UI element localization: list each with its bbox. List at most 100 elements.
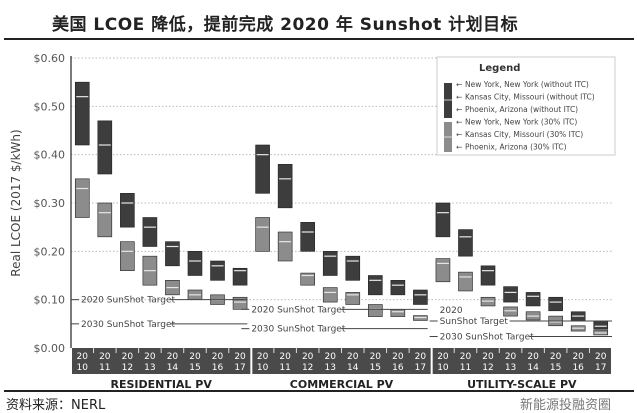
legend-arrow-icon: ← <box>456 130 462 139</box>
range-bar-without-itc <box>120 193 135 228</box>
year-label-century: 20 <box>505 352 517 362</box>
year-label-century: 20 <box>302 352 314 362</box>
range-bar-without-itc <box>142 217 158 247</box>
range-bar-with-itc <box>503 306 518 317</box>
source-note: 资料来源：NERL <box>6 398 106 413</box>
group-label: UTILITY-SCALE PV <box>467 378 577 391</box>
year-label-century: 20 <box>370 352 382 362</box>
range-bar-with-itc <box>368 304 383 317</box>
target-2020-label: 2020 SunShot Target <box>81 296 176 306</box>
footer-divider <box>4 390 634 392</box>
y-tick-label: $0.60 <box>34 52 66 65</box>
range-bar-without-itc <box>165 241 180 267</box>
year-label-decade: 12 <box>122 363 133 373</box>
legend-entry: New York, New York (30% ITC) <box>465 118 577 127</box>
year-label-century: 20 <box>347 352 359 362</box>
year-label-decade: 11 <box>460 363 471 373</box>
range-bar-without-itc <box>277 164 293 209</box>
legend-arrow-icon: ← <box>456 80 462 89</box>
year-label-decade: 15 <box>550 363 561 373</box>
target-2030-label: 2030 SunShot Target <box>251 325 346 335</box>
watermark: 新能源投融资圈 <box>520 398 612 413</box>
year-label-century: 20 <box>99 352 111 362</box>
y-tick-label: $0.40 <box>34 149 66 162</box>
year-label-decade: 11 <box>99 363 110 373</box>
range-bar-with-itc <box>97 202 113 238</box>
y-tick-label: $0.20 <box>34 245 66 258</box>
year-label-decade: 13 <box>144 363 155 373</box>
range-bar-with-itc <box>390 309 406 317</box>
target-2020-label: 2020 <box>440 306 463 316</box>
year-label-decade: 13 <box>505 363 516 373</box>
target-2020-label: SunShot Target <box>440 317 509 327</box>
range-bar-without-itc <box>503 286 518 303</box>
range-bar-with-itc <box>345 292 361 305</box>
group-label: COMMERCIAL PV <box>290 378 394 391</box>
year-label-century: 20 <box>167 352 179 362</box>
range-bar-with-itc <box>277 231 293 262</box>
year-label-decade: 15 <box>370 363 381 373</box>
legend-box <box>436 56 616 156</box>
legend-title: Legend <box>479 63 520 74</box>
legend-entry: Kansas City, Missouri (without ITC) <box>465 93 595 102</box>
year-label-decade: 10 <box>77 363 89 373</box>
range-bar-without-itc <box>232 267 248 286</box>
range-bar-without-itc <box>300 222 315 252</box>
target-2030-label: 2030 SunShot Target <box>81 320 176 330</box>
range-bar-without-itc <box>74 81 90 146</box>
year-label-decade: 12 <box>482 363 493 373</box>
year-label-decade: 14 <box>527 363 539 373</box>
range-bar-with-itc <box>458 271 473 292</box>
legend-entry: Phoenix, Arizona (30% ITC) <box>465 143 567 152</box>
range-bar-without-itc <box>458 229 473 257</box>
year-label-decade: 17 <box>415 363 426 373</box>
range-bar-without-itc <box>187 251 203 276</box>
year-label-century: 20 <box>460 352 472 362</box>
range-bar-without-itc <box>390 280 406 296</box>
year-label-decade: 14 <box>167 363 179 373</box>
legend-arrow-icon: ← <box>456 143 462 152</box>
legend-arrow-icon: ← <box>456 105 462 114</box>
range-bar-without-itc <box>480 265 496 286</box>
year-label-century: 20 <box>392 352 404 362</box>
range-bar-without-itc <box>255 144 270 194</box>
year-label-decade: 11 <box>279 363 290 373</box>
range-bar-without-itc <box>413 289 428 305</box>
range-bar-with-itc <box>74 178 90 218</box>
year-label-decade: 10 <box>437 363 449 373</box>
year-label-century: 20 <box>122 352 134 362</box>
year-label-century: 20 <box>572 352 584 362</box>
y-tick-label: $0.00 <box>34 342 66 355</box>
year-label-decade: 16 <box>212 363 224 373</box>
range-bar-without-itc <box>548 296 563 312</box>
year-label-century: 20 <box>234 352 246 362</box>
year-label-century: 20 <box>325 352 337 362</box>
legend-entry: Phoenix, Arizona (without ITC) <box>465 105 578 114</box>
y-axis-label: Real LCOE (2017 $/kWh) <box>9 129 23 276</box>
range-bar-with-itc <box>120 241 135 271</box>
range-bar-without-itc <box>322 251 338 276</box>
range-bar-without-itc <box>593 320 609 330</box>
legend-arrow-icon: ← <box>456 118 462 127</box>
year-label-decade: 17 <box>234 363 245 373</box>
year-label-decade: 17 <box>595 363 606 373</box>
year-label-century: 20 <box>189 352 201 362</box>
target-2030-label: 2030 SunShot Target <box>440 333 535 343</box>
year-label-century: 20 <box>550 352 562 362</box>
y-tick-label: $0.30 <box>34 197 66 210</box>
legend-arrow-icon: ← <box>456 93 462 102</box>
year-label-decade: 15 <box>189 363 200 373</box>
title-divider <box>4 38 634 40</box>
year-label-decade: 12 <box>302 363 313 373</box>
range-bar-without-itc <box>525 292 541 307</box>
range-bar-with-itc <box>300 272 315 286</box>
range-bar-with-itc <box>322 287 338 303</box>
year-label-century: 20 <box>212 352 224 362</box>
year-label-decade: 10 <box>257 363 269 373</box>
range-bar-without-itc <box>435 202 451 238</box>
range-bar-with-itc <box>232 296 248 310</box>
year-label-century: 20 <box>437 352 449 362</box>
y-tick-label: $0.10 <box>34 294 66 307</box>
range-bar-without-itc <box>210 260 225 281</box>
